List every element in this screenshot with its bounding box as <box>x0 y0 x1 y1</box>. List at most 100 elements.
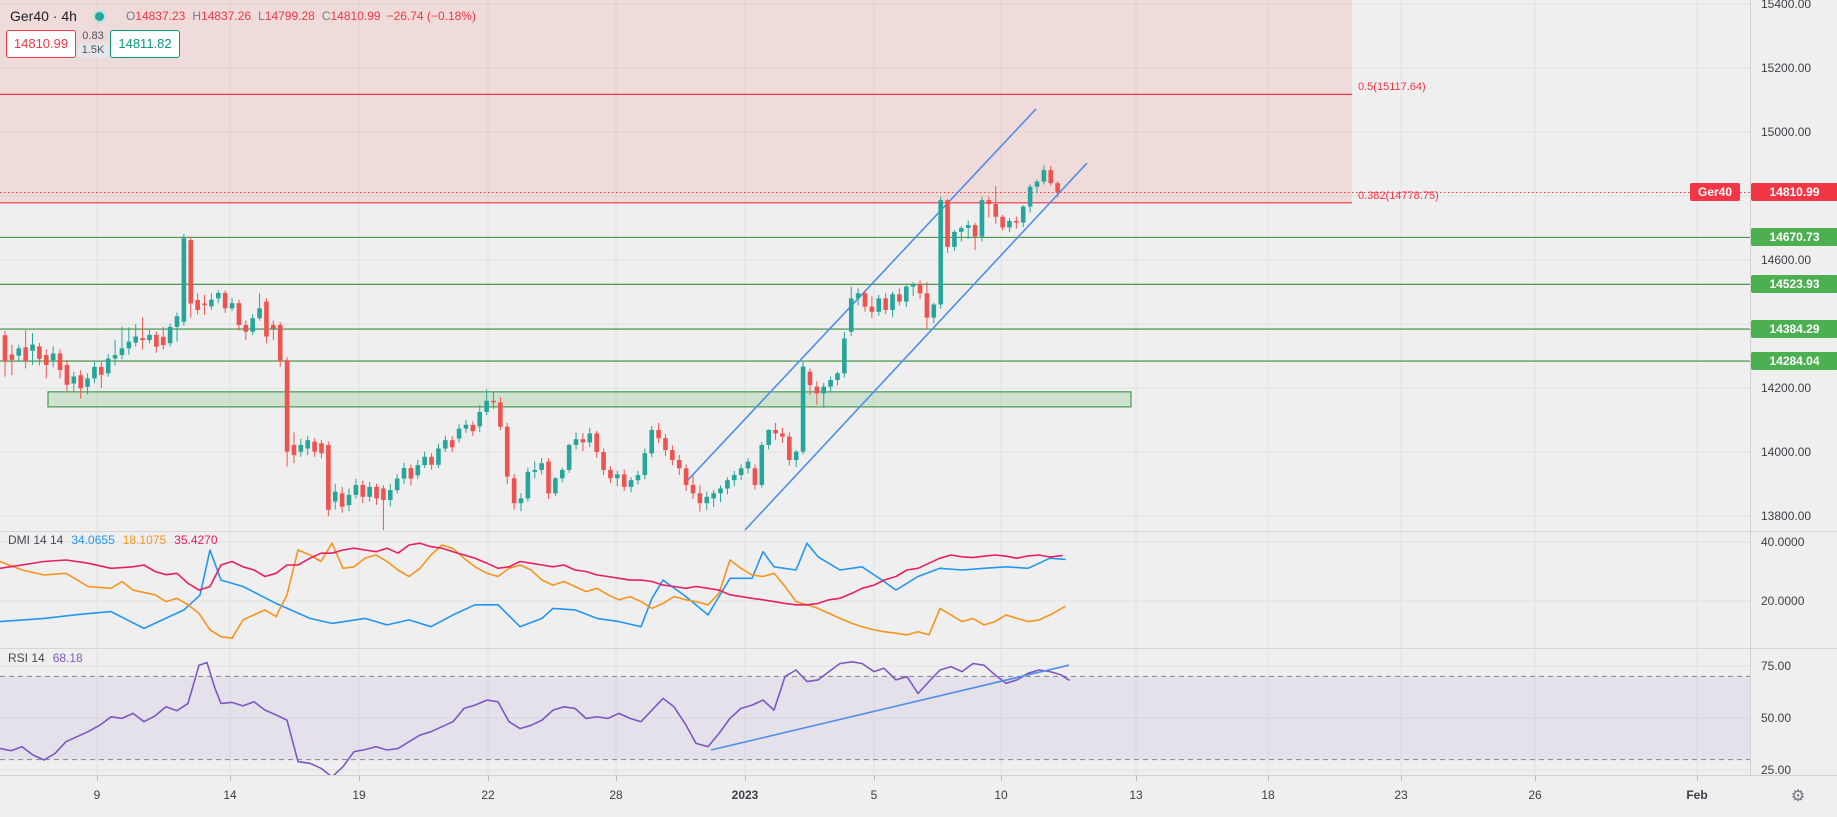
candle-body <box>484 400 489 412</box>
candle-body <box>202 303 207 306</box>
time-tick-mark <box>1535 776 1536 781</box>
time-tick-label: 19 <box>352 788 366 802</box>
candle-body <box>938 200 943 305</box>
candle-body <box>477 412 483 427</box>
candle-body <box>848 298 854 332</box>
time-tick-label: Feb <box>1686 788 1708 802</box>
ohlc-values-row: O14837.23 H14837.26 L14799.28 C14810.99 <box>126 9 381 23</box>
candle-body <box>663 438 668 451</box>
candle-body <box>559 469 565 479</box>
candle-body <box>291 444 297 456</box>
candle-body <box>30 344 35 351</box>
candle-body <box>264 301 269 337</box>
candle-body <box>676 460 682 469</box>
candle-body <box>752 468 758 485</box>
candle-body <box>498 402 503 427</box>
volume-chip: 1.5K <box>77 43 109 58</box>
candle-body <box>271 324 276 329</box>
pane-separator-dmi[interactable] <box>0 531 1837 532</box>
ohlc-item: H14837.26 <box>192 9 252 23</box>
pane-separator-rsi[interactable] <box>0 648 1837 649</box>
dmi-line-+di[interactable] <box>0 542 1066 630</box>
dmi-line-adx[interactable] <box>0 542 1063 606</box>
symbol-price-tag: Ger40 <box>1690 183 1741 202</box>
resistance-zone[interactable] <box>0 0 1352 203</box>
sr-price-tag: 14284.04 <box>1751 352 1837 371</box>
gear-icon[interactable]: ⚙ <box>1790 788 1806 805</box>
candle-body <box>855 293 861 299</box>
candle-body <box>573 439 579 445</box>
ohlc-item: O14837.23 <box>125 9 186 23</box>
candle-body <box>718 488 723 494</box>
time-axis[interactable]: 9 14 19 22 28 2023 5 10 13 18 23 26 Feb <box>0 775 1837 817</box>
candle-body <box>154 334 159 347</box>
dmi-plus-di-value: 34.0655 <box>71 533 115 547</box>
candle-body <box>140 338 145 340</box>
candle-body <box>23 347 28 362</box>
time-tick-label: 9 <box>93 788 101 802</box>
candle-body <box>64 364 70 385</box>
channel-trendline[interactable] <box>684 108 1037 484</box>
time-tick-mark <box>97 776 98 781</box>
candle-body <box>346 494 352 506</box>
candle-body <box>903 286 909 302</box>
candle-body <box>78 375 83 389</box>
rsi-indicator-name[interactable]: RSI 14 <box>8 651 45 665</box>
candle-body <box>807 371 813 386</box>
candle-body <box>800 366 806 452</box>
candle-body <box>463 424 469 429</box>
candle-body <box>126 341 132 349</box>
candle-body <box>821 386 827 394</box>
candle-body <box>1020 206 1026 223</box>
sr-price-tag: 14523.93 <box>1751 275 1837 294</box>
candle-body <box>546 461 551 494</box>
ohlc-item: C14810.99 <box>321 9 381 23</box>
candle-body <box>986 200 992 204</box>
candle-body <box>766 429 771 445</box>
candle-body <box>92 366 97 379</box>
time-tick-label: 23 <box>1394 788 1408 802</box>
rsi-trendline[interactable] <box>710 664 1070 751</box>
candle-body <box>119 348 125 356</box>
symbol-title[interactable]: Ger40 · 4h <box>10 8 77 24</box>
dmi-tick-label: 40.0000 <box>1761 535 1805 549</box>
price-tick-label: 14600.00 <box>1761 253 1812 267</box>
chart-canvas[interactable] <box>0 0 1750 775</box>
candle-body <box>387 490 393 500</box>
candle-body <box>642 453 648 476</box>
candle-body <box>1027 186 1033 207</box>
candle-body <box>367 486 372 497</box>
candle-body <box>787 436 792 460</box>
price-tick-label: 15200.00 <box>1761 61 1812 75</box>
candle-body <box>704 496 710 504</box>
candle-body <box>876 298 882 312</box>
candle-body <box>57 353 63 371</box>
candle-body <box>250 318 255 332</box>
candle-body <box>181 238 187 322</box>
candle-body <box>711 493 716 499</box>
price-scale[interactable]: 15400.00 15200.00 15000.00 14600.00 14200.00… <box>1750 0 1837 777</box>
time-tick-mark <box>230 776 231 781</box>
candle-body <box>195 300 200 310</box>
candle-body <box>910 284 916 287</box>
time-tick-label: 26 <box>1528 788 1542 802</box>
channel-trendline[interactable] <box>744 162 1088 531</box>
candle-body <box>37 346 42 359</box>
candle-body <box>71 376 77 384</box>
dmi-indicator-name[interactable]: DMI 14 14 <box>8 533 64 547</box>
candle-body <box>408 468 414 479</box>
candle-body <box>284 360 290 452</box>
sell-button[interactable]: 14810.99 <box>6 30 76 58</box>
time-tick-mark <box>874 776 875 781</box>
candle-body <box>147 334 152 340</box>
spread-column: 0.83 1.5K <box>77 30 109 58</box>
candle-body <box>85 378 90 387</box>
dmi-line--di[interactable] <box>0 542 1066 640</box>
buy-button[interactable]: 14811.82 <box>110 30 180 58</box>
candle-body <box>422 456 427 466</box>
rsi-line[interactable] <box>0 660 1070 775</box>
time-tick-mark <box>1136 776 1137 781</box>
candle-body <box>381 488 386 500</box>
candle-body <box>160 336 166 346</box>
support-zone[interactable] <box>47 391 1132 408</box>
